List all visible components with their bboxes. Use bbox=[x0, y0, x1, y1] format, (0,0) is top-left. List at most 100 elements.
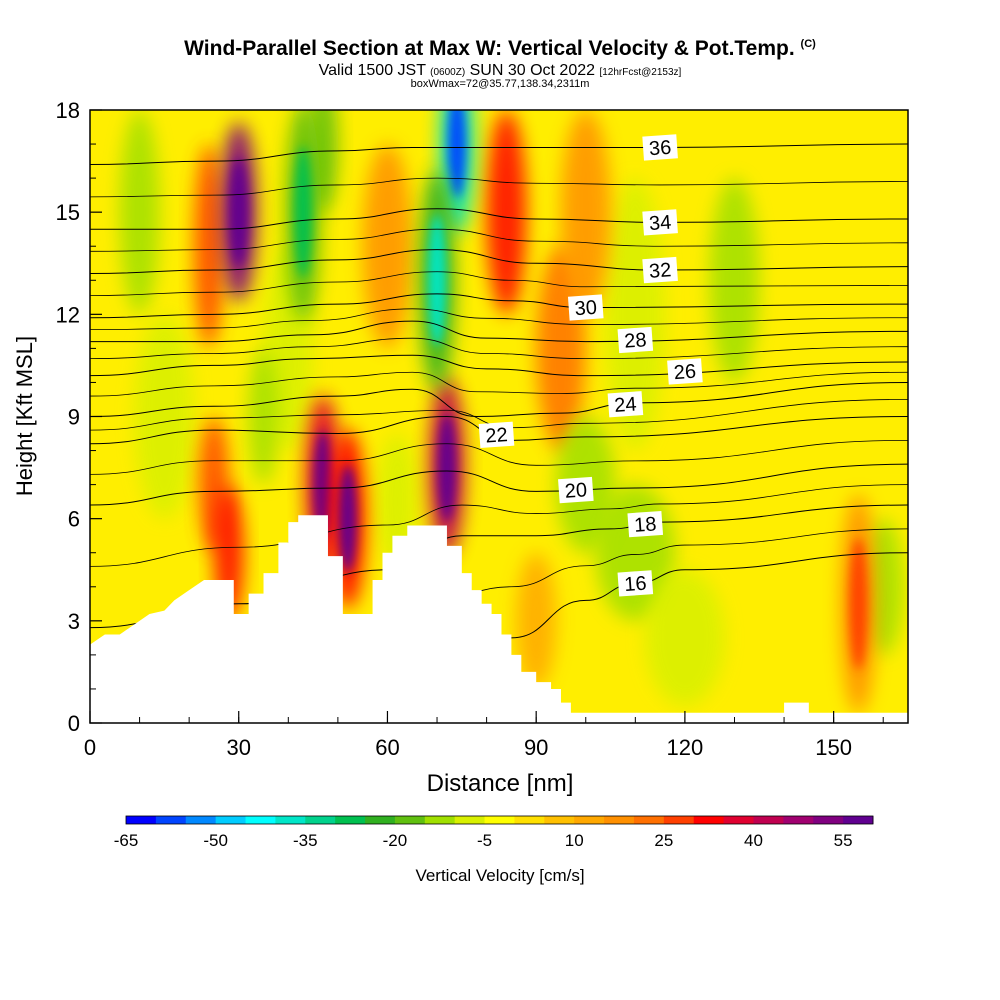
theta-contour bbox=[90, 143, 908, 165]
w-feature-core bbox=[437, 413, 456, 522]
w-patch bbox=[193, 144, 224, 349]
contour-label: 22 bbox=[478, 421, 515, 448]
theta-contour bbox=[90, 208, 908, 230]
colorbar-swatch bbox=[693, 816, 725, 824]
w-feature-core bbox=[849, 537, 868, 670]
contour-label-box bbox=[642, 134, 678, 161]
theta-contour bbox=[90, 484, 908, 567]
contour-label-box bbox=[478, 421, 515, 448]
contour-label-box bbox=[617, 326, 654, 354]
theta-contour bbox=[90, 271, 908, 297]
colorbar-tick-label: -20 bbox=[383, 831, 408, 850]
y-tick-label: 3 bbox=[68, 609, 80, 634]
colorbar-swatch bbox=[335, 816, 366, 824]
x-tick-label: 150 bbox=[815, 735, 852, 760]
colorbar-tick-label: 55 bbox=[834, 831, 853, 850]
contour-label: 28 bbox=[617, 326, 654, 354]
colorbar-swatch bbox=[185, 816, 217, 824]
y-axis-label: Height [Kft MSL] bbox=[12, 336, 37, 496]
theta-contour bbox=[90, 381, 908, 418]
colorbar-swatch bbox=[723, 816, 754, 824]
forecast-info: [12hrFcst@2153z] bbox=[599, 67, 682, 78]
colorbar-swatch bbox=[245, 816, 276, 824]
colorbar-swatch bbox=[753, 816, 784, 824]
valid-time-line: Valid 1500 JST (0600Z) SUN 30 Oct 2022 [… bbox=[0, 62, 1000, 80]
contour-label-text: 18 bbox=[633, 513, 657, 536]
contour-label-text: 24 bbox=[614, 393, 638, 416]
w-patch bbox=[134, 314, 195, 519]
theta-contour bbox=[90, 228, 908, 252]
contour-label-box bbox=[558, 476, 594, 504]
colorbar-swatch bbox=[574, 816, 605, 824]
colorbar-swatch bbox=[126, 816, 157, 824]
colorbar-swatch bbox=[484, 816, 515, 824]
theta-contour bbox=[90, 415, 908, 445]
x-tick-label: 0 bbox=[84, 735, 96, 760]
chart-title: Wind-Parallel Section at Max W: Vertical… bbox=[0, 37, 1000, 61]
w-patch bbox=[644, 569, 725, 706]
w-patch bbox=[560, 110, 611, 315]
contour-label-text: 34 bbox=[648, 212, 672, 235]
colorbar-swatch bbox=[633, 816, 665, 824]
colorbar-tick-label: 10 bbox=[565, 831, 584, 850]
w-feature-core bbox=[314, 430, 333, 539]
colorbar-tick-label: 40 bbox=[744, 831, 763, 850]
contour-label-box bbox=[627, 510, 664, 538]
theta-contour bbox=[90, 504, 908, 629]
contour-label: 16 bbox=[617, 570, 654, 597]
y-tick-label: 15 bbox=[56, 200, 80, 225]
theta-contour bbox=[90, 463, 908, 506]
contour-label: 24 bbox=[607, 391, 644, 418]
contour-label-box bbox=[617, 570, 654, 597]
contour-label-text: 30 bbox=[574, 297, 598, 320]
colorbar-swatch bbox=[275, 816, 306, 824]
w-patch bbox=[248, 348, 279, 485]
w-patch bbox=[709, 178, 760, 383]
title-text: Wind-Parallel Section at Max W: Vertical… bbox=[184, 37, 795, 60]
colorbar-swatch bbox=[155, 816, 187, 824]
x-tick-label: 60 bbox=[375, 735, 399, 760]
colorbar-frame bbox=[125, 815, 874, 825]
colorbar-swatch bbox=[454, 816, 486, 824]
theta-contour bbox=[90, 293, 908, 319]
colorbar-swatch bbox=[544, 816, 575, 824]
w-feature-core bbox=[229, 158, 248, 267]
contour-label: 36 bbox=[642, 134, 678, 161]
contour-label-text: 26 bbox=[673, 361, 697, 384]
colorbar-swatch bbox=[843, 816, 874, 824]
contour-label-box bbox=[642, 209, 678, 236]
colorbar-swatch bbox=[394, 816, 426, 824]
w-feature-core bbox=[447, 110, 466, 199]
x-tick-label: 120 bbox=[667, 735, 704, 760]
potential-temperature-contours bbox=[90, 143, 908, 704]
theta-contour bbox=[90, 439, 908, 475]
contour-label: 34 bbox=[642, 209, 678, 236]
colorbar-swatch bbox=[365, 816, 396, 824]
colorbar-tick-label: -50 bbox=[203, 831, 228, 850]
theta-contour bbox=[90, 337, 908, 360]
y-tick-label: 0 bbox=[68, 711, 80, 736]
y-tick-label: 6 bbox=[68, 507, 80, 532]
colorbar-swatch bbox=[305, 816, 336, 824]
colorbar-swatch bbox=[783, 816, 814, 824]
colorbar-swatch bbox=[663, 816, 695, 824]
w-patch bbox=[119, 110, 160, 315]
contour-label-text: 36 bbox=[648, 137, 672, 160]
colorbar-label: Vertical Velocity [cm/s] bbox=[415, 866, 584, 885]
valid-utc: (0600Z) bbox=[430, 67, 466, 78]
contour-label-box bbox=[567, 294, 604, 321]
w-feature-core bbox=[428, 214, 447, 347]
colorbar-tick-label: -5 bbox=[477, 831, 492, 850]
colorbar-swatch bbox=[813, 816, 844, 824]
y-tick-label: 9 bbox=[68, 405, 80, 430]
contour-label-box bbox=[607, 391, 644, 418]
contour-label-text: 16 bbox=[624, 573, 648, 596]
w-patch bbox=[362, 144, 413, 349]
theta-contour bbox=[90, 177, 908, 198]
theta-contour bbox=[90, 320, 908, 343]
contour-label-text: 28 bbox=[624, 329, 648, 352]
copyright-mark: (C) bbox=[800, 38, 816, 50]
w-feature-core bbox=[294, 146, 313, 279]
contour-label-text: 20 bbox=[564, 479, 588, 502]
